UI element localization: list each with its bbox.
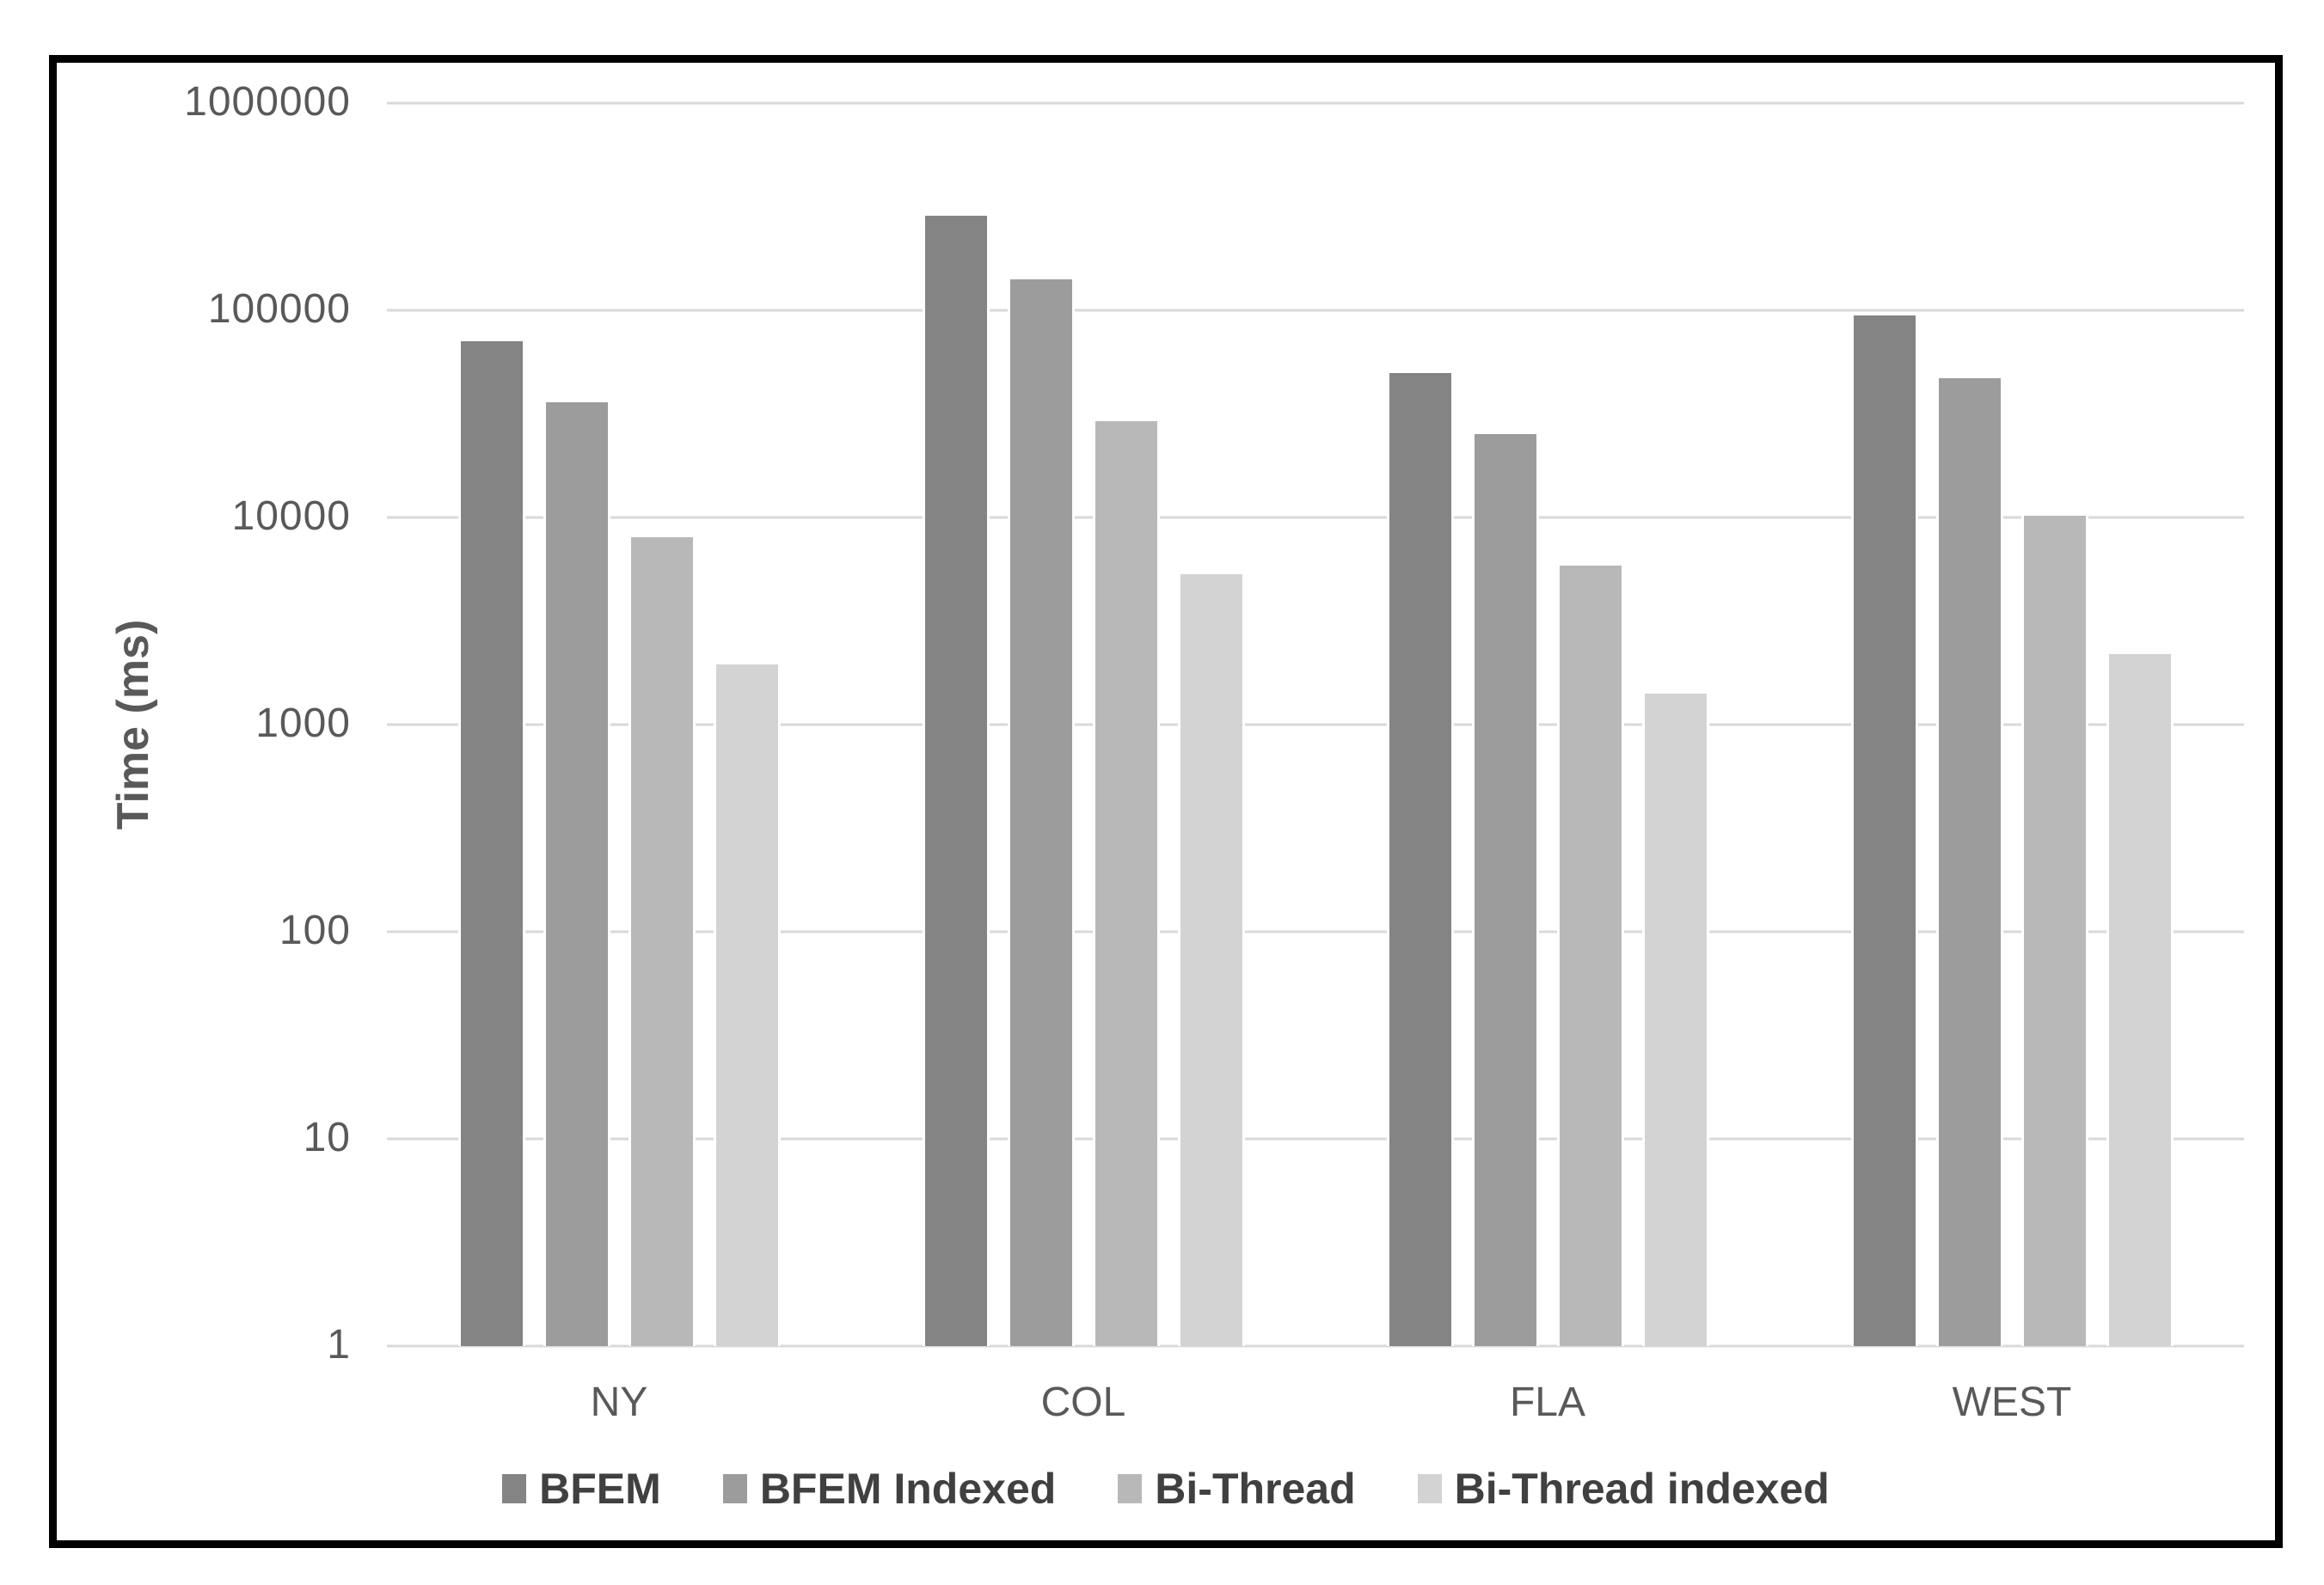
bar-bfem-fla (1387, 370, 1454, 1346)
bar-bfem-ny (458, 339, 525, 1346)
bar-bfem-col (923, 213, 990, 1346)
legend-label-bi-thread: Bi-Thread (1155, 1465, 1356, 1513)
bar-bfem-indexed-ny (543, 400, 610, 1346)
bar-bi-thread-indexed-west (2106, 652, 2174, 1346)
gridline-10000 (387, 516, 2244, 519)
legend-swatch-bi-thread (1118, 1474, 1143, 1503)
legend-item-bi-thread: Bi-Thread (1118, 1464, 1356, 1514)
bar-bi-thread-ny (629, 535, 696, 1346)
y-tick-label-1: 1 (327, 1322, 351, 1368)
legend-item-bfem: BFEM (502, 1464, 661, 1514)
legend-label-bfem: BFEM (539, 1465, 661, 1513)
y-tick-label-1000000: 1000000 (184, 79, 351, 125)
legend-item-bi-thread-indexed: Bi-Thread indexed (1417, 1464, 1830, 1514)
y-tick-label-10000: 10000 (231, 493, 351, 540)
bar-bi-thread-indexed-fla (1642, 691, 1709, 1346)
legend-swatch-bfem (502, 1474, 527, 1503)
x-category-label-west: WEST (1952, 1380, 2072, 1425)
gridline-1000 (387, 723, 2244, 726)
gridline-10 (387, 1137, 2244, 1141)
legend-label-bi-thread-indexed: Bi-Thread indexed (1454, 1465, 1830, 1513)
gridline-100000 (387, 309, 2244, 312)
bar-bfem-indexed-col (1008, 277, 1075, 1346)
bar-bi-thread-fla (1557, 563, 1624, 1346)
bar-bi-thread-indexed-col (1178, 572, 1245, 1346)
x-category-label-fla: FLA (1509, 1380, 1586, 1425)
bar-bfem-west (1851, 313, 1918, 1346)
bar-bi-thread-west (2021, 513, 2088, 1346)
legend-label-bfem-indexed: BFEM Indexed (759, 1465, 1057, 1513)
y-tick-label-10: 10 (303, 1115, 351, 1161)
x-category-label-col: COL (1040, 1380, 1126, 1425)
bar-bfem-indexed-west (1936, 376, 2003, 1346)
legend-swatch-bfem-indexed (722, 1474, 747, 1503)
y-tick-label-1000: 1000 (255, 701, 351, 747)
legend-swatch-bi-thread-indexed (1417, 1474, 1442, 1503)
x-category-label-ny: NY (590, 1380, 648, 1425)
bar-bi-thread-col (1093, 419, 1160, 1346)
legend: BFEM BFEM Indexed Bi-Thread Bi-Thread index… (57, 1461, 2275, 1516)
y-tick-label-100: 100 (279, 908, 351, 954)
bar-bfem-indexed-fla (1472, 431, 1539, 1346)
gridline-100 (387, 930, 2244, 933)
gridline-1000000 (387, 101, 2244, 105)
legend-item-bfem-indexed: BFEM Indexed (722, 1464, 1057, 1514)
x-axis-line (387, 1344, 2244, 1348)
y-axis-title: Time (ms) (108, 619, 158, 830)
bar-bi-thread-indexed-ny (714, 662, 781, 1346)
y-tick-label-100000: 100000 (207, 286, 351, 333)
